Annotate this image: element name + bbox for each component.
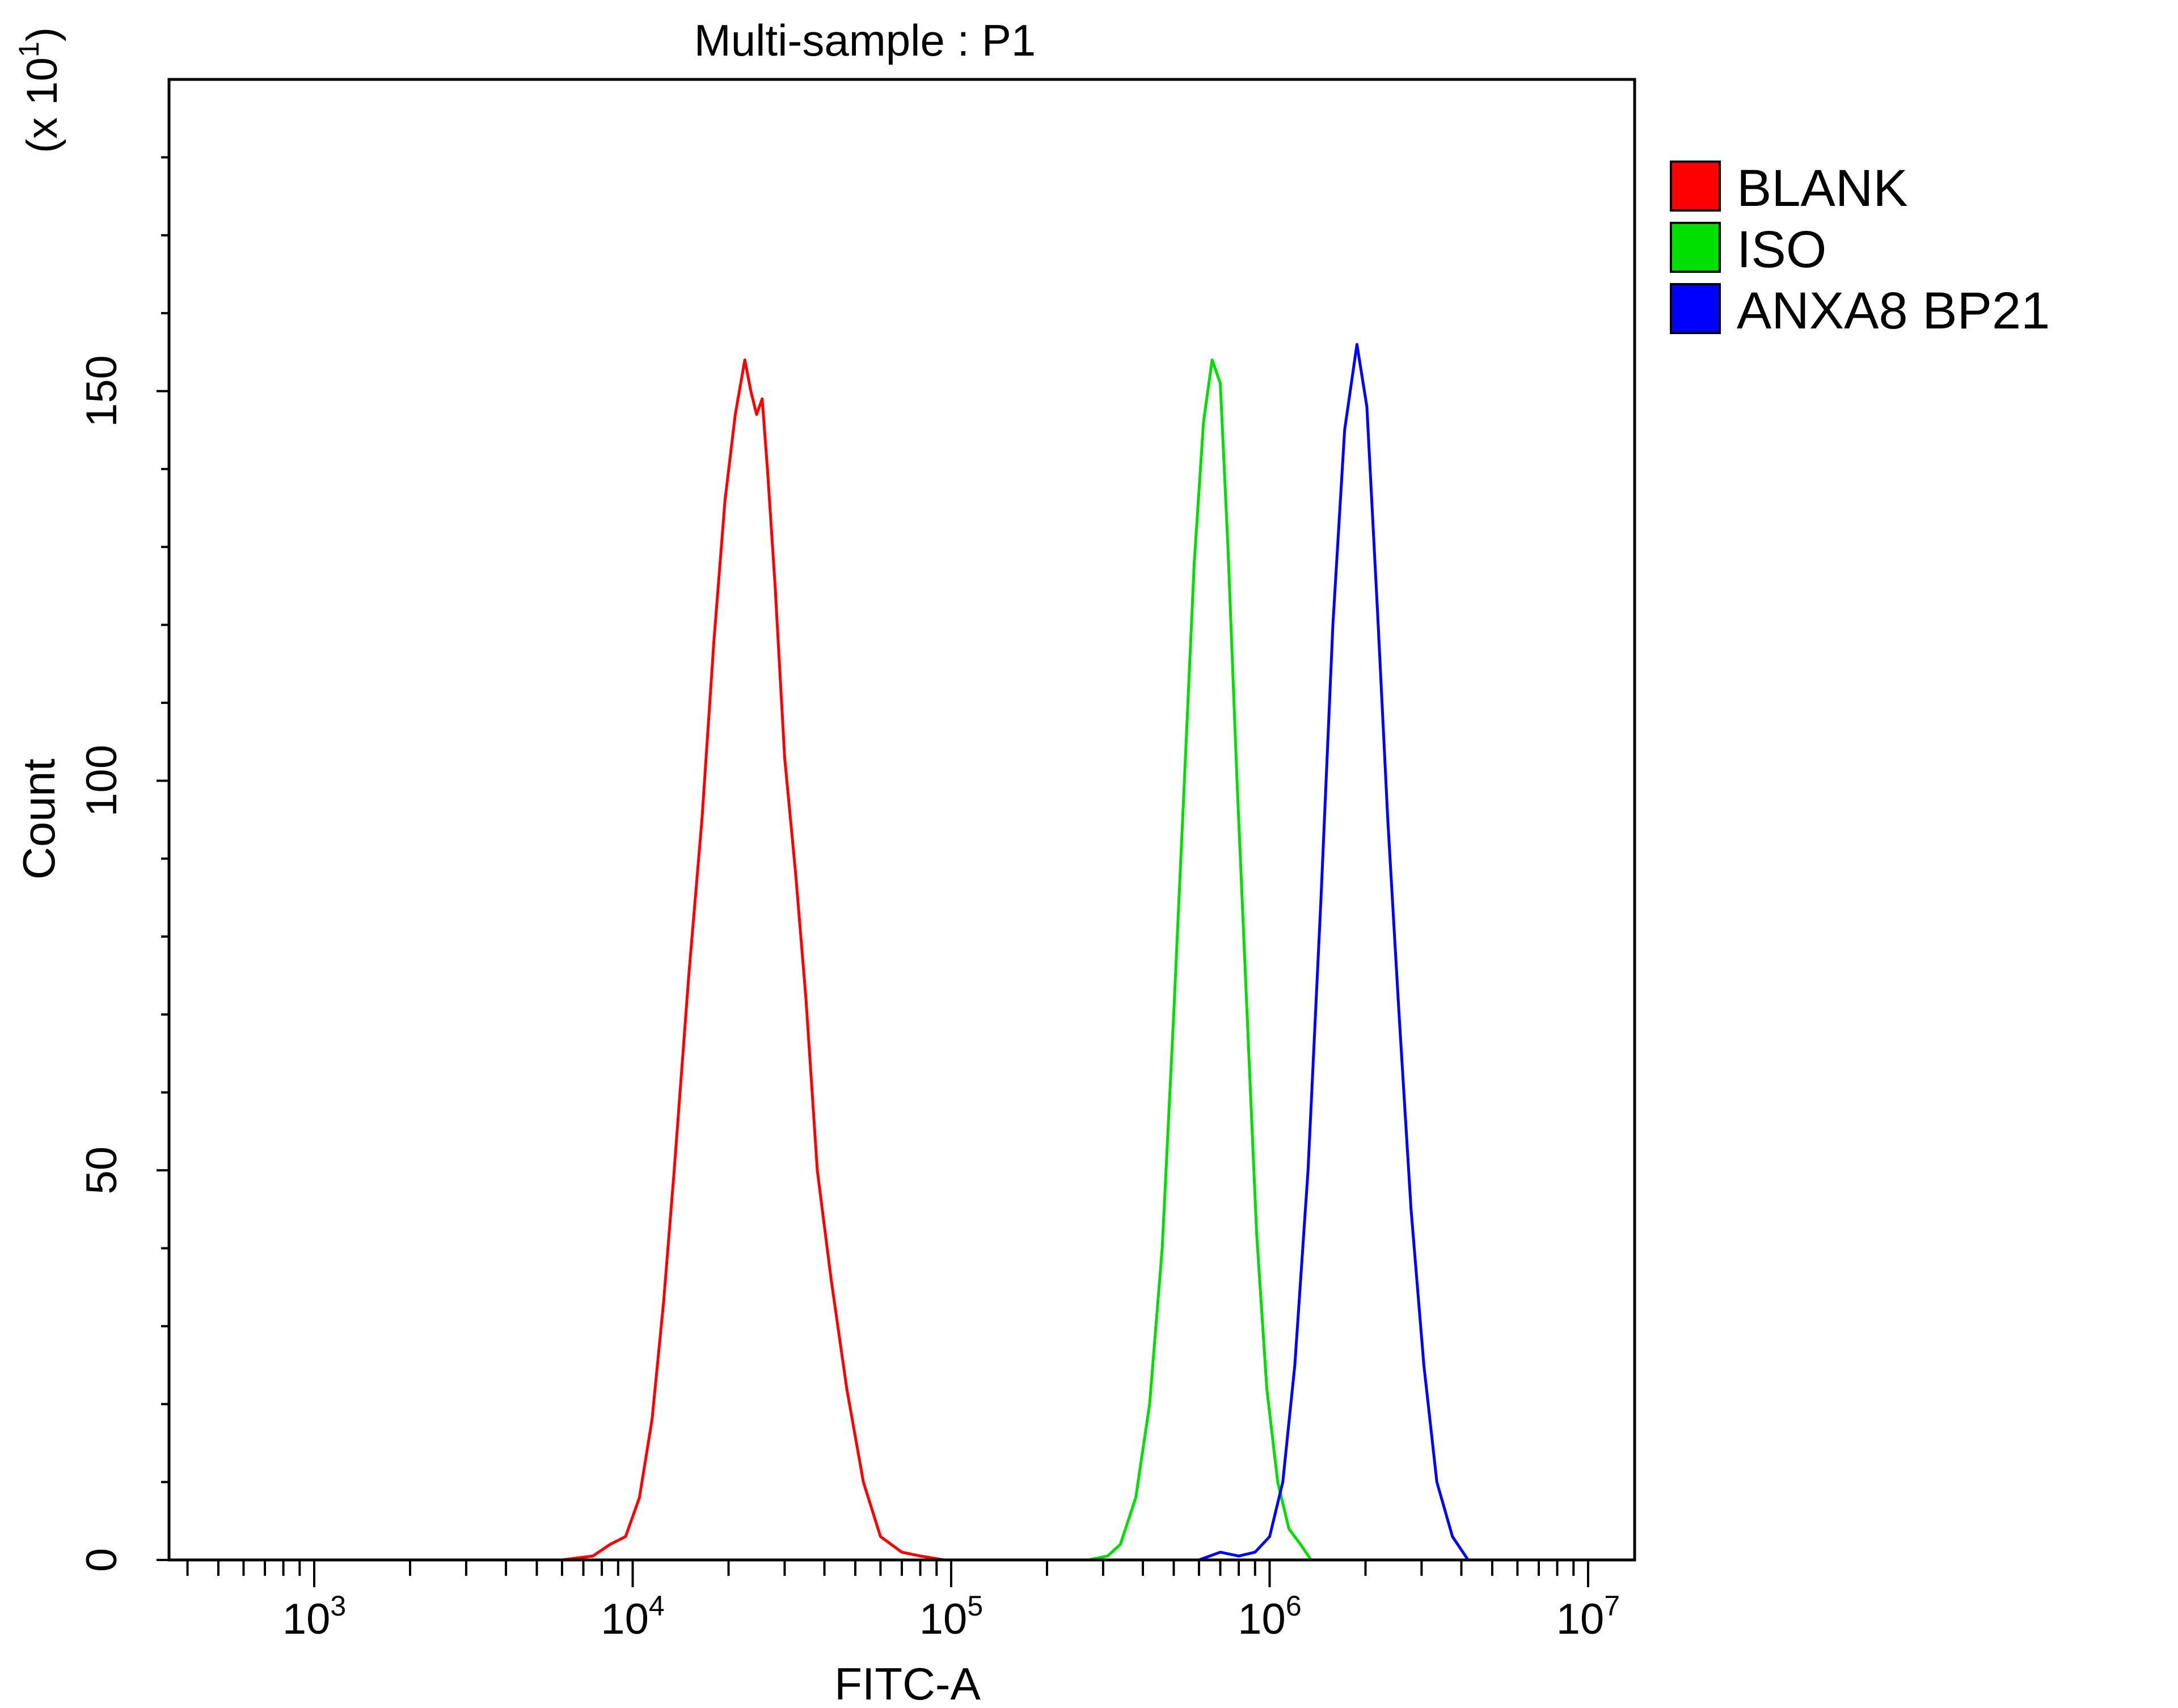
legend-swatch-0 <box>1670 161 1721 212</box>
svg-text:(x 101): (x 101) <box>13 27 66 153</box>
legend-label-2: ANXA8 BP21 <box>1737 282 2050 340</box>
x-axis: 103 104 105 106 107 <box>186 1560 1620 1643</box>
x-tick-label: 103 <box>282 1590 346 1643</box>
x-tick-label: 105 <box>919 1590 983 1643</box>
legend-label-1: ISO <box>1737 221 1826 279</box>
x-tick-label: 107 <box>1556 1590 1620 1643</box>
legend-swatch-1 <box>1670 222 1721 273</box>
y-tick-label: 150 <box>78 355 126 427</box>
legend-label-0: BLANK <box>1737 159 1908 217</box>
series-line-0 <box>562 359 944 1562</box>
legend-swatch-2 <box>1670 283 1721 334</box>
x-axis-title: FITC-A <box>834 1659 981 1708</box>
y-tick-label: 0 <box>78 1548 126 1572</box>
x-tick-label: 106 <box>1238 1590 1301 1643</box>
y-multiplier-suffix: ) <box>18 27 66 41</box>
y-multiplier-prefix: (x 10 <box>18 57 66 153</box>
y-tick-label: 100 <box>78 745 126 817</box>
y-multiplier-exponent: 1 <box>13 41 45 57</box>
series-layer <box>562 343 1470 1562</box>
plot-frame <box>167 78 1636 1562</box>
chart-title: Multi-sample : P1 <box>694 15 1036 65</box>
x-tick-label: 104 <box>601 1590 664 1643</box>
y-axis-multiplier: (x 101) <box>13 27 66 153</box>
y-axis-title: Count <box>14 758 64 879</box>
series-line-1 <box>1088 359 1312 1562</box>
series-line-2 <box>1198 343 1470 1562</box>
y-axis: 0 50 100 150 <box>78 156 169 1572</box>
y-tick-label: 50 <box>78 1146 126 1195</box>
